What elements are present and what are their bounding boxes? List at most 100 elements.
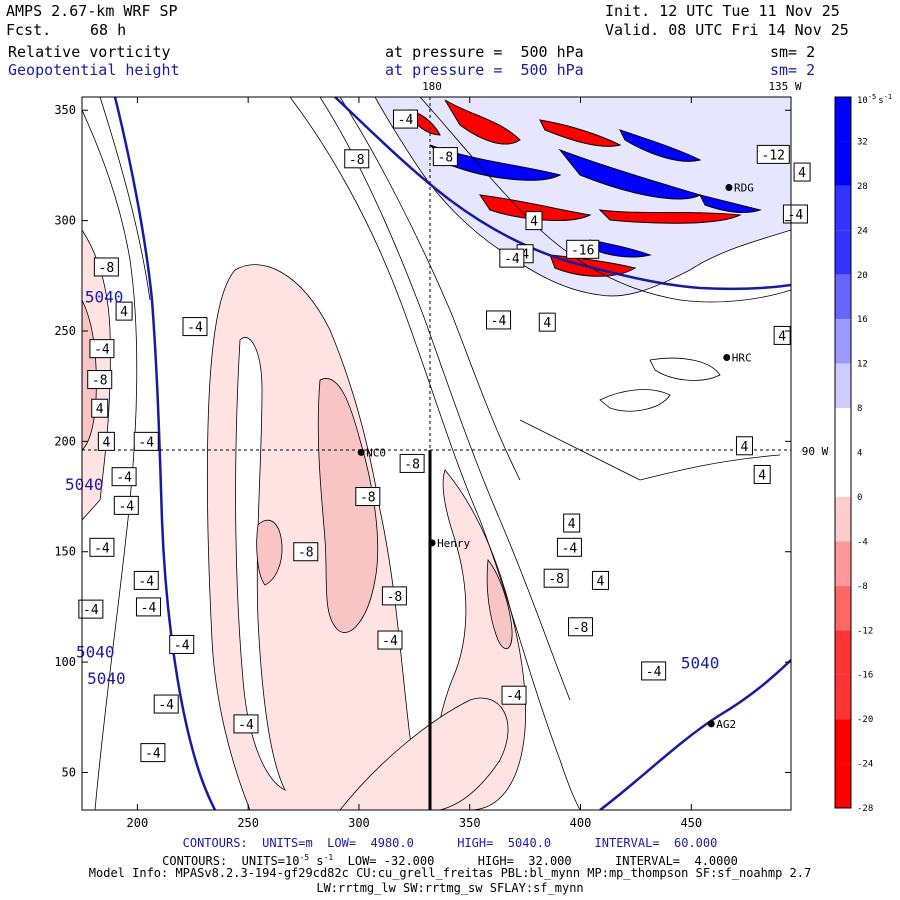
station-dot xyxy=(725,184,733,192)
vort-label-box xyxy=(93,257,119,277)
vort-contour-label: -4 xyxy=(89,537,115,557)
vort-label-text: -8 xyxy=(360,491,376,506)
y-tick-label: 50 xyxy=(62,765,76,779)
field1-name: Relative vorticity xyxy=(8,43,171,61)
vort-contour-label: 4 xyxy=(115,301,133,321)
vort-label-box xyxy=(641,661,667,681)
vort-label-text: -4 xyxy=(504,252,520,267)
vort-label-box xyxy=(113,495,139,515)
colorbar-label: 32 xyxy=(857,137,868,147)
vort-contour-label: -4 xyxy=(233,714,259,734)
vort-label-box xyxy=(525,211,543,231)
field1-pressure: at pressure = 500 hPa xyxy=(385,43,584,61)
y-tick-label: 100 xyxy=(54,655,76,669)
vort-label-text: -8 xyxy=(438,151,454,166)
vort-shade-northeast xyxy=(374,97,791,297)
vort-label-text: -4 xyxy=(187,321,203,336)
vort-label-box xyxy=(753,464,771,484)
vort-label-text: -4 xyxy=(158,698,174,713)
x-tick-label: 300 xyxy=(348,816,370,830)
colorbar-label: -12 xyxy=(857,626,873,636)
colorbar-swatch xyxy=(835,763,851,808)
colorbar-swatch xyxy=(835,274,851,320)
colorbar-swatch xyxy=(835,630,851,675)
colorbar-swatch xyxy=(835,363,851,409)
vort-label-box xyxy=(756,144,790,164)
y-axis: 350 300 250 200 150 100 50 xyxy=(54,103,791,779)
vort-label-text: 4 xyxy=(96,402,104,417)
vort-label-box xyxy=(556,537,582,557)
colorbar-swatch xyxy=(835,452,851,497)
colorbar-label: 4 xyxy=(857,449,862,459)
station-hrc: HRC xyxy=(723,351,752,364)
station-markers: RDG HRC NC0 Henry AG2 xyxy=(357,182,754,731)
vort-label-box xyxy=(543,568,569,588)
colorbar-swatch xyxy=(835,719,851,764)
colorbar-swatch xyxy=(835,674,851,720)
vort-label-text: -8 xyxy=(349,153,365,168)
vort-contour-label: -8 xyxy=(355,487,381,507)
station-nc0: NC0 xyxy=(357,446,386,459)
vort-contour-label: -4 xyxy=(113,495,139,515)
meridian-label-180: 180 xyxy=(422,80,442,93)
vort-label-box xyxy=(135,597,161,617)
vort-contour-label: -4 xyxy=(556,537,582,557)
vort-contour-label: 4 xyxy=(91,398,109,418)
vort-label-text: -4 xyxy=(174,638,190,653)
y-tick-label: 300 xyxy=(54,214,76,228)
vort-label-text: -8 xyxy=(99,261,115,276)
vort-contour-label: -8 xyxy=(543,568,569,588)
footer-physics: LW:rrtmg_lw SW:rrtmg_sw SFLAY:sf_mynn xyxy=(316,881,584,895)
height-contours xyxy=(113,97,791,810)
vort-contour-label: -4 xyxy=(133,570,159,590)
field1-smoothing: sm= 2 xyxy=(770,43,816,61)
vorticity-labels: -4-8 -84-44-4 4-4-84-4-844 -4-4-4-4-4-4-4-4… xyxy=(78,109,811,763)
vort-contour-label: -4 xyxy=(89,339,115,359)
vort-contour-label: 4 xyxy=(563,513,581,533)
vort-label-text: -4 xyxy=(118,499,134,514)
vort-label-box xyxy=(538,312,556,332)
vort-label-box xyxy=(182,317,208,337)
vort-label-text: -16 xyxy=(571,243,594,258)
y-tick-label: 250 xyxy=(54,324,76,338)
colorbar-swatch xyxy=(835,97,851,142)
footer-model-info: Model Info: MPASv8.2.3-194-gf29cd82c CU:… xyxy=(88,866,812,880)
vort-contour-label: -4 xyxy=(169,634,195,654)
vort-label-text: -4 xyxy=(145,747,161,762)
y-tick-label: 150 xyxy=(54,545,76,559)
vort-label-box xyxy=(133,570,159,590)
colorbar-swatch xyxy=(835,541,851,586)
x-tick-label: 350 xyxy=(459,816,481,830)
station-dot xyxy=(357,448,365,456)
vort-contour-label: -8 xyxy=(293,542,319,562)
vort-label-text: -4 xyxy=(116,471,132,486)
vort-contour-label: -8 xyxy=(87,370,113,390)
vort-contour-label: -4 xyxy=(111,467,137,487)
colorbar: 32 28 24 20 16 12 8 4 0 -4 -8 -12 -16 -20 -24 -28 xyxy=(834,96,873,814)
vort-contour-label: -8 xyxy=(568,617,594,637)
colorbar-label: -20 xyxy=(857,715,873,725)
plot-frame xyxy=(81,96,792,811)
vort-contour-label: 4 xyxy=(591,570,609,590)
vort-contour-label: -8 xyxy=(399,453,425,473)
vort-label-box xyxy=(140,743,166,763)
convective-cells xyxy=(409,99,762,277)
vort-label-box xyxy=(111,467,137,487)
vort-label-text: -12 xyxy=(762,148,785,163)
vort-label-box xyxy=(486,310,512,330)
vort-label-text: 4 xyxy=(758,468,766,483)
vort-label-text: 4 xyxy=(102,435,110,450)
vort-label-box xyxy=(133,431,159,451)
vort-shade-core2 xyxy=(256,519,283,586)
vort-label-text: 4 xyxy=(798,166,806,181)
vort-contour-label: -16 xyxy=(566,239,600,259)
meridian-label-135w: 135 W xyxy=(768,80,801,93)
vort-label-text: -4 xyxy=(491,314,507,329)
vort-label-box xyxy=(501,685,527,705)
vort-label-text: -4 xyxy=(94,343,110,358)
vort-contour-label: 4 xyxy=(97,431,115,451)
vort-contour-label: 4 xyxy=(735,436,753,456)
vort-label-text: -4 xyxy=(138,574,154,589)
vort-contour-label: 4 xyxy=(538,312,556,332)
vort-contour-label: 4 xyxy=(793,162,811,182)
